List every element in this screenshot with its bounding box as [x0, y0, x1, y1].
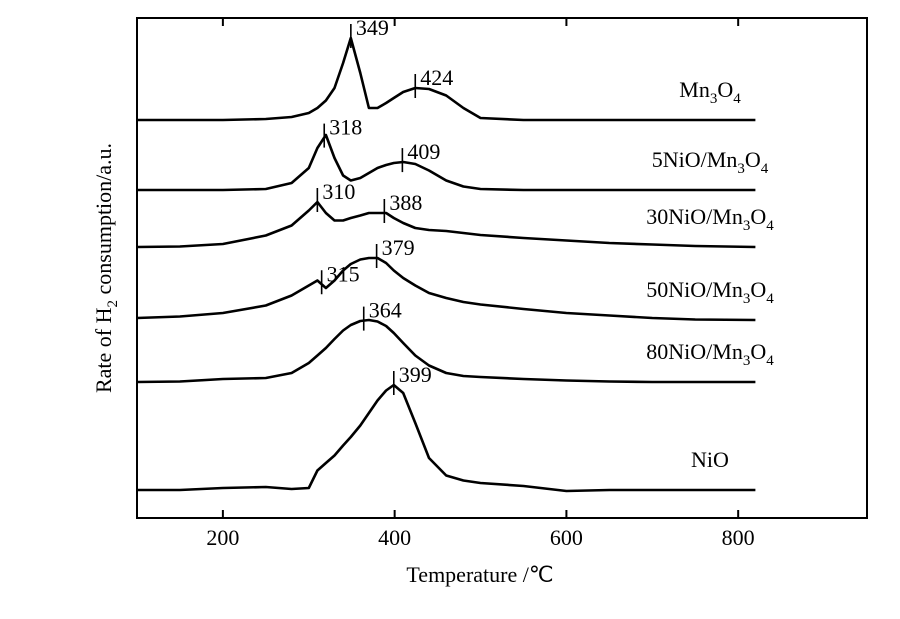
x-tick-label: 400 [378, 525, 411, 550]
peak-label: 379 [382, 235, 415, 260]
legend-label: 50NiO/Mn3O4 [646, 277, 774, 307]
legend-label: 30NiO/Mn3O4 [646, 204, 774, 234]
peak-label: 364 [369, 298, 402, 323]
peak-label: 424 [420, 65, 453, 90]
series-line [136, 318, 756, 384]
peak-label: 315 [327, 261, 360, 286]
x-tick-label: 600 [550, 525, 583, 550]
series-line [137, 133, 756, 192]
peak-label: 349 [356, 15, 389, 40]
x-tick-label: 200 [206, 525, 239, 550]
x-axis-label: Temperature /℃ [406, 562, 553, 587]
peak-label: 310 [322, 179, 355, 204]
y-axis-label: Rate of H2 consumption/a.u. [91, 143, 121, 393]
peak-label: 409 [407, 139, 440, 164]
plot-frame [136, 17, 868, 519]
series-line [136, 256, 756, 322]
legend-label: 5NiO/Mn3O4 [652, 147, 769, 177]
peak-label: 399 [399, 362, 432, 387]
legend-label: Mn3O4 [679, 77, 741, 107]
peak-label: 318 [329, 115, 362, 140]
x-tick-label: 800 [722, 525, 755, 550]
series-line [137, 36, 756, 122]
legend-label: 80NiO/Mn3O4 [646, 339, 774, 369]
series-line [137, 383, 756, 493]
peak-label: 388 [389, 190, 422, 215]
series-line [136, 200, 756, 249]
legend-label: NiO [691, 447, 729, 472]
